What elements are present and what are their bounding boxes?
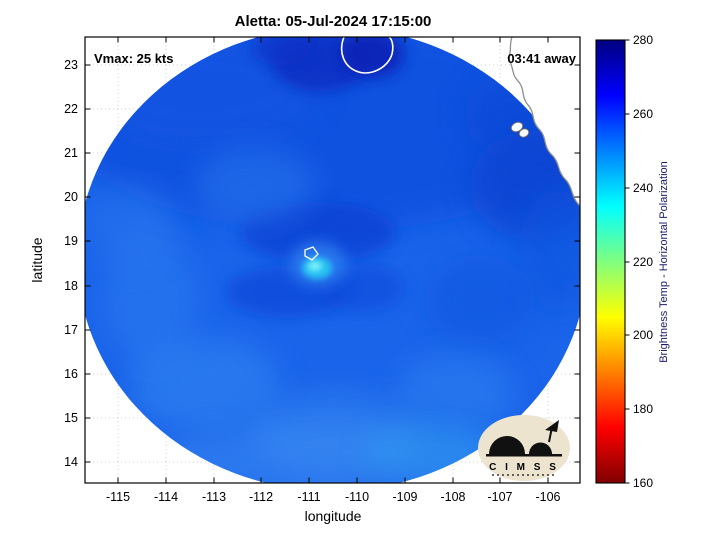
colorbar-ticks [625,39,630,484]
y-tick-label: 23 [64,58,78,72]
satellite-dish-icon [545,420,559,432]
small-dome-icon [529,442,552,454]
colorbar-tick-label: 200 [633,328,653,342]
land-mask [508,37,580,206]
y-tick-labels: 23 22 21 20 19 18 17 16 15 14 [64,58,78,469]
contour-lines [304,37,530,261]
y-tick-label: 14 [64,455,78,469]
x-tick-label: -106 [535,490,560,504]
x-tick-label: -115 [106,490,130,504]
colorbar-tick-label: 280 [633,33,653,47]
colorbar-tick-label: 220 [633,255,653,269]
y-tick-label: 17 [64,323,78,337]
x-tick-label: -109 [392,490,417,504]
colorbar-tick-label: 160 [633,476,653,490]
eta-annotation: 03:41 away [507,51,576,66]
colorbar: 280 260 240 220 200 180 160 Brightness T… [595,33,670,490]
cimss-logo: C I M S S [478,415,570,481]
x-tick-label: -110 [345,490,369,504]
observatory-dome-icon [489,436,525,454]
x-tick-label: -111 [297,490,320,504]
colorbar-axis-label: Brightness Temp - Horizontal Polarizatio… [658,161,670,363]
axes-border [84,36,581,484]
x-tick-label: -107 [487,490,512,504]
vmax-annotation: Vmax: 25 kts [94,51,174,66]
y-tick-label: 20 [64,190,78,204]
x-tick-label: -108 [440,490,465,504]
y-tick-label: 22 [64,102,78,116]
tick-marks [85,37,580,483]
y-tick-label: 18 [64,279,78,293]
x-tick-label: -114 [154,490,178,504]
colorbar-gradient [595,39,626,484]
x-axis-label: longitude [305,508,362,524]
y-axis-label: latitude [29,237,45,282]
x-tick-label: -112 [249,490,273,504]
y-tick-label: 21 [64,146,78,160]
cimss-logo-text: C I M S S [489,462,559,473]
y-tick-label: 19 [64,234,78,248]
y-tick-label: 15 [64,411,78,425]
coastal-contour [510,121,530,138]
plot-title: Aletta: 05-Jul-2024 17:15:00 [235,13,432,30]
y-tick-label: 16 [64,367,78,381]
colorbar-tick-labels: 280 260 240 220 200 180 160 [633,33,653,490]
x-tick-labels: -115 -114 -113 -112 -111 -110 -109 -108 … [106,490,561,504]
coastline [507,37,580,207]
colorbar-tick-label: 180 [633,402,653,416]
x-tick-label: -113 [202,490,226,504]
colorbar-tick-label: 260 [633,107,653,121]
cimss-logo-background [478,415,570,481]
colorbar-tick-label: 240 [633,181,653,195]
